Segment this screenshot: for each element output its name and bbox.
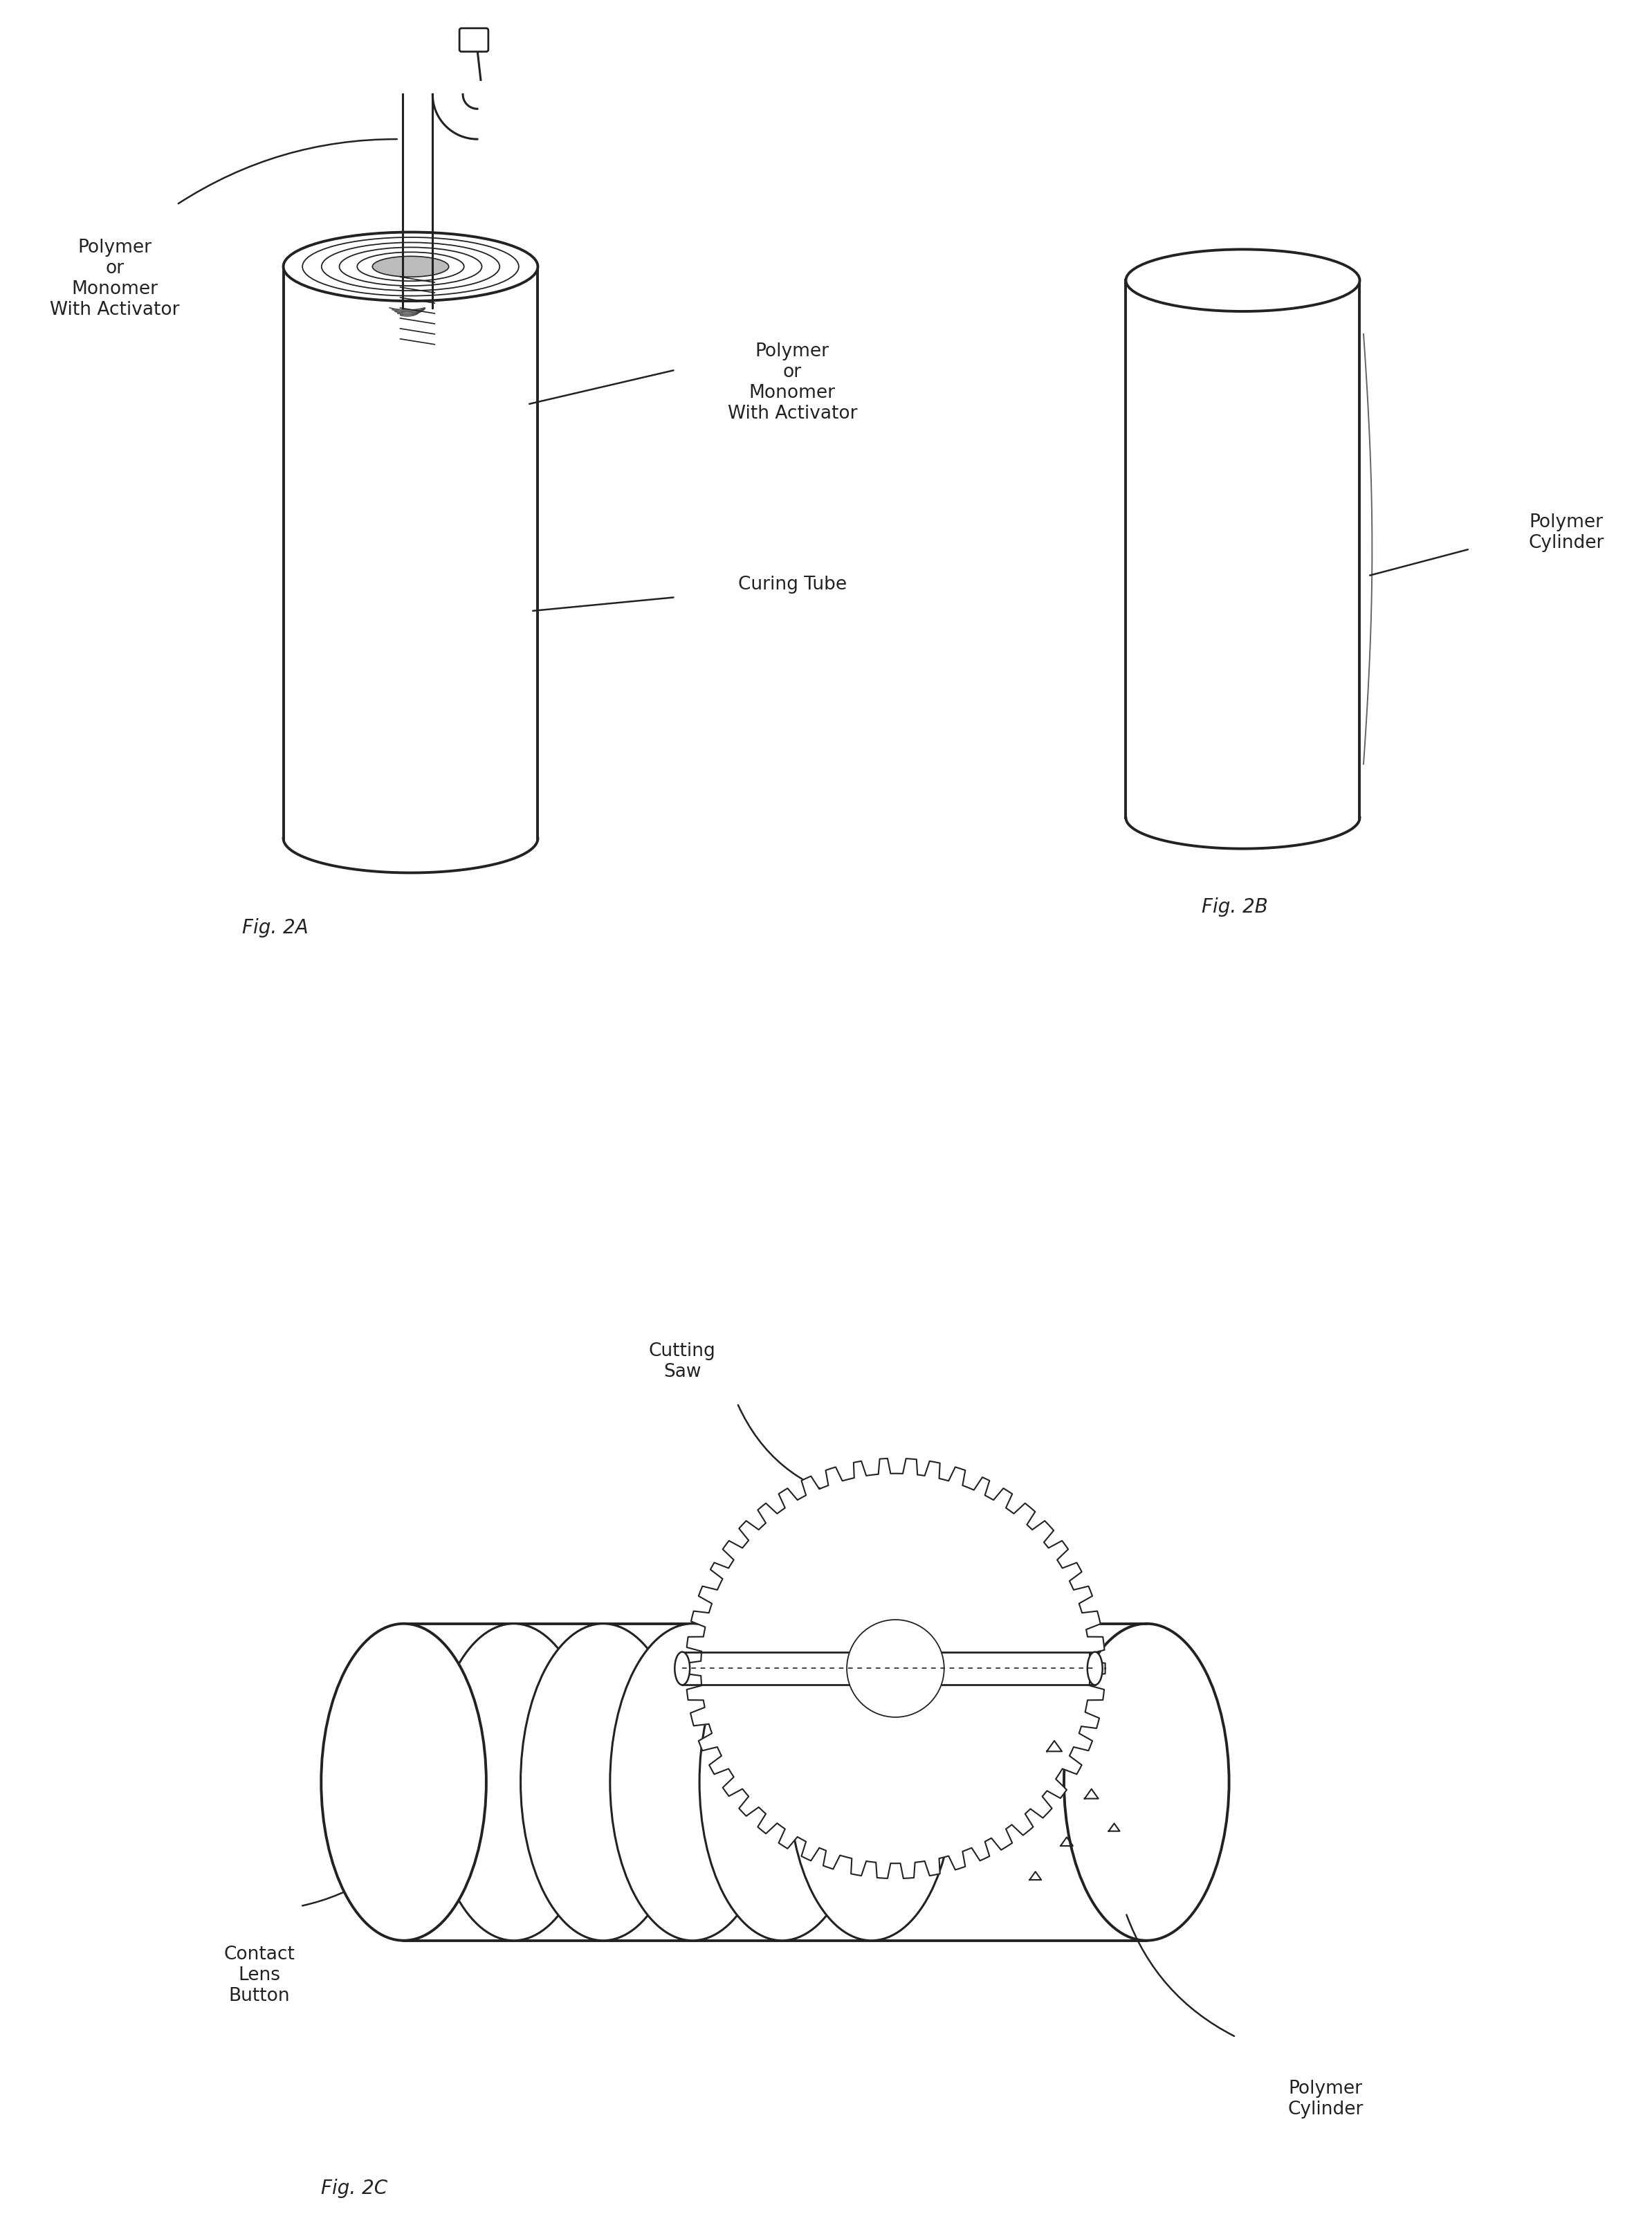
Text: Polymer
Cylinder: Polymer Cylinder: [1287, 2079, 1363, 2119]
Ellipse shape: [372, 257, 449, 277]
Ellipse shape: [847, 1621, 945, 1718]
Text: Polymer
Cylinder: Polymer Cylinder: [1528, 514, 1604, 551]
Ellipse shape: [674, 1652, 691, 1685]
Ellipse shape: [699, 1623, 864, 1939]
Text: Fig. 2B: Fig. 2B: [1201, 897, 1267, 917]
Text: Cutting
Saw: Cutting Saw: [649, 1342, 715, 1382]
Ellipse shape: [1127, 250, 1360, 312]
Ellipse shape: [1064, 1623, 1229, 1939]
Polygon shape: [686, 1459, 1105, 1877]
Ellipse shape: [284, 232, 539, 301]
Text: Contact
Lens
Button: Contact Lens Button: [223, 1946, 294, 2004]
Text: Polymer
or
Monomer
With Activator: Polymer or Monomer With Activator: [50, 239, 180, 319]
Text: Polymer
or
Monomer
With Activator: Polymer or Monomer With Activator: [727, 343, 857, 423]
Ellipse shape: [320, 1623, 486, 1939]
Text: Curing Tube: Curing Tube: [738, 576, 846, 593]
Ellipse shape: [431, 1623, 596, 1939]
Ellipse shape: [520, 1623, 686, 1939]
FancyBboxPatch shape: [459, 29, 489, 51]
Ellipse shape: [1087, 1652, 1102, 1685]
Text: Fig. 2C: Fig. 2C: [320, 2179, 388, 2199]
Ellipse shape: [610, 1623, 775, 1939]
Ellipse shape: [790, 1623, 953, 1939]
Text: Fig. 2A: Fig. 2A: [243, 919, 309, 937]
